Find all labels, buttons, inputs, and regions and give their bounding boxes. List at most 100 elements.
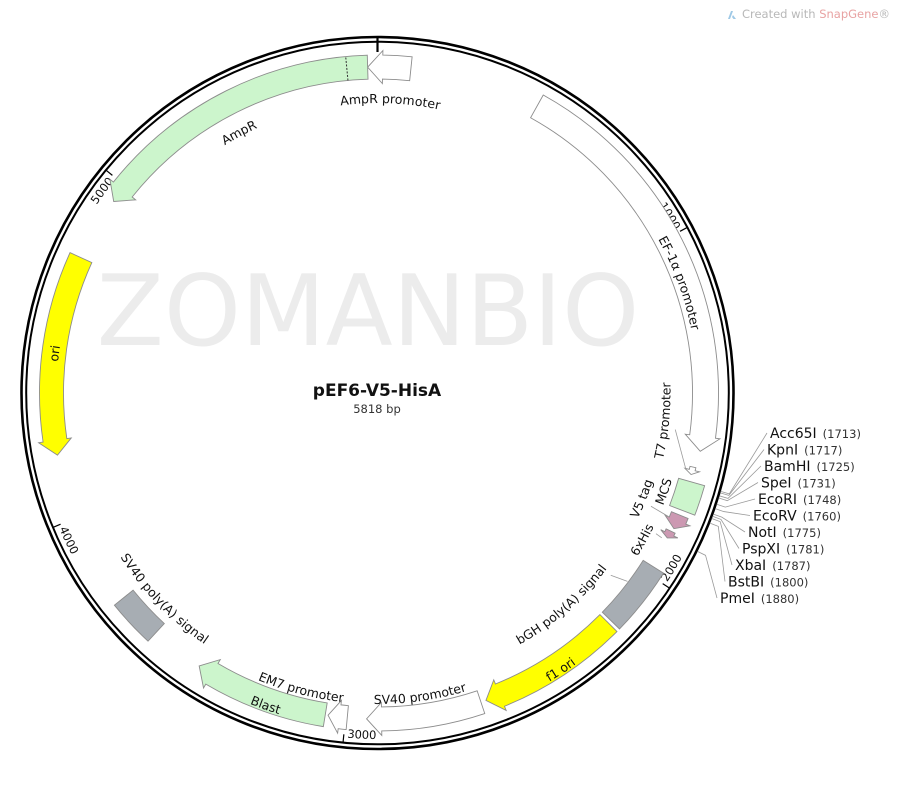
site-paren-close: ) <box>820 543 825 557</box>
tick-mark <box>662 583 670 589</box>
site-paren-close: ) <box>836 510 841 524</box>
site-label-bamhi[interactable]: BamHI (1725) <box>764 459 855 475</box>
feature-ampr-promoter[interactable] <box>367 49 413 85</box>
feature-mcs[interactable] <box>668 477 706 516</box>
label-connector <box>674 429 687 471</box>
site-paren-open: ( <box>761 592 766 606</box>
site-position: 1748 <box>807 493 836 507</box>
site-paren-close: ) <box>806 559 811 573</box>
feature-t7-promoter[interactable] <box>683 465 702 476</box>
feature-label-t7-promoter-text: T7 promoter <box>651 381 674 460</box>
site-paren-close: ) <box>837 493 842 507</box>
site-name: KpnI <box>767 443 798 459</box>
feature-sv40-promoter[interactable] <box>365 690 486 737</box>
site-paren-open: ( <box>803 510 808 524</box>
site-paren-open: ( <box>786 543 791 557</box>
plasmid-length: 5818 bp <box>353 402 401 416</box>
site-label-pmei[interactable]: PmeI (1880) <box>720 591 799 607</box>
site-position: 1725 <box>821 460 850 474</box>
site-paren-close: ) <box>816 526 821 540</box>
site-name: BamHI <box>764 459 810 475</box>
snapgene-credit: Created with SnapGene® <box>727 7 890 21</box>
site-leader-line <box>719 465 762 499</box>
feature-6xhis[interactable] <box>660 528 679 539</box>
site-paren-close: ) <box>831 477 836 491</box>
site-label-acc65i[interactable]: Acc65I (1713) <box>770 426 861 442</box>
feature-f1-ori[interactable] <box>485 613 618 712</box>
site-paren-open: ( <box>816 460 821 474</box>
site-label-kpni[interactable]: KpnI (1717) <box>767 443 842 459</box>
site-leader-line <box>697 550 718 599</box>
site-position: 1760 <box>807 510 836 524</box>
label-connector <box>610 574 628 582</box>
site-label-ecori[interactable]: EcoRI (1748) <box>758 492 841 508</box>
feature-label-ampr-promoter: AmpR promoter <box>339 91 442 113</box>
site-name: PmeI <box>720 591 755 607</box>
site-leader-line <box>716 498 756 508</box>
feature-label-ampr: AmpR <box>219 117 260 148</box>
site-paren-open: ( <box>783 526 788 540</box>
tick-mark <box>679 227 688 232</box>
site-position: 1775 <box>787 526 816 540</box>
label-connector <box>655 533 662 539</box>
feature-label-ori: ori <box>46 344 63 362</box>
feature-em7-promoter[interactable] <box>327 699 349 735</box>
site-label-xbai[interactable]: XbaI (1787) <box>735 558 810 574</box>
ampr-signal-divider <box>345 56 349 81</box>
features <box>37 49 722 737</box>
site-leader-line <box>709 522 726 582</box>
site-position: 1800 <box>775 576 804 590</box>
site-leader-line <box>720 432 768 495</box>
feature-label-v5-tag-text: V5 tag <box>627 477 656 520</box>
site-position: 1731 <box>802 477 831 491</box>
tick-label-text: 3000 <box>347 727 377 742</box>
site-position: 1787 <box>777 559 806 573</box>
site-paren-open: ( <box>823 427 828 441</box>
site-leader-line <box>720 449 765 496</box>
feature-bgh-poly-a-signal[interactable] <box>601 559 665 630</box>
feature-ef-1-promoter[interactable] <box>529 94 722 452</box>
feature-label-ampr-promoter-text: AmpR promoter <box>339 91 442 113</box>
feature-ampr[interactable] <box>109 54 369 202</box>
site-position: 1880 <box>765 592 794 606</box>
credit-text: Created with SnapGene® <box>741 7 890 21</box>
site-label-noti[interactable]: NotI (1775) <box>748 525 821 541</box>
site-position: 1717 <box>809 444 838 458</box>
label-connector <box>650 505 669 517</box>
site-name: EcoRV <box>753 509 797 525</box>
feature-label-6xhis: 6xHis <box>627 521 657 558</box>
site-label-bstbi[interactable]: BstBI (1800) <box>728 575 808 591</box>
feature-sv40-poly-a-signal[interactable] <box>113 589 165 642</box>
feature-blast[interactable] <box>198 658 328 728</box>
site-name: PspXI <box>742 542 780 558</box>
tick-mark <box>342 734 345 743</box>
site-name: SpeI <box>761 476 792 492</box>
site-label-pspxi[interactable]: PspXI (1781) <box>742 542 824 558</box>
site-paren-close: ) <box>804 576 809 590</box>
tick-mark <box>52 523 61 528</box>
site-leader-line <box>713 513 746 533</box>
site-name: EcoRI <box>758 492 797 508</box>
site-leader-line <box>712 515 740 549</box>
site-leader-line <box>715 508 751 516</box>
site-name: Acc65I <box>770 426 817 442</box>
tick-label: 3000 <box>347 727 377 742</box>
feature-label-t7-promoter: T7 promoter <box>651 381 674 460</box>
site-position: 1781 <box>791 543 820 557</box>
feature-v5-tag[interactable] <box>663 511 692 530</box>
site-paren-close: ) <box>850 460 855 474</box>
site-paren-open: ( <box>770 576 775 590</box>
snapgene-logo-icon <box>727 10 736 19</box>
site-name: NotI <box>748 525 777 541</box>
feature-ori[interactable] <box>37 252 93 456</box>
site-position: 1713 <box>827 427 856 441</box>
site-leader-line <box>718 482 759 502</box>
site-label-ecorv[interactable]: EcoRV (1760) <box>753 509 841 525</box>
site-label-spei[interactable]: SpeI (1731) <box>761 476 836 492</box>
site-paren-open: ( <box>772 559 777 573</box>
site-name: BstBI <box>728 575 764 591</box>
site-name: XbaI <box>735 558 766 574</box>
plasmid-name: pEF6-V5-HisA <box>313 381 442 401</box>
site-paren-open: ( <box>804 444 809 458</box>
